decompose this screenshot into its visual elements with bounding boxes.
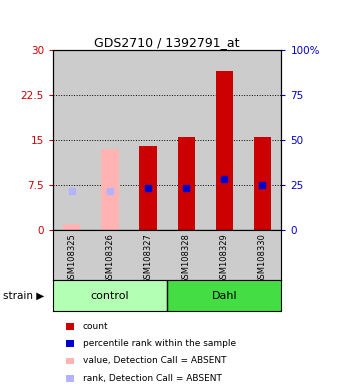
Bar [53, 280, 167, 311]
Bar [139, 146, 157, 230]
Text: Dahl: Dahl [211, 291, 237, 301]
Text: GSM108326: GSM108326 [105, 233, 115, 284]
Text: GSM108327: GSM108327 [144, 233, 152, 284]
Text: value, Detection Call = ABSENT: value, Detection Call = ABSENT [83, 356, 226, 366]
Title: GDS2710 / 1392791_at: GDS2710 / 1392791_at [94, 36, 240, 49]
Bar [91, 50, 129, 230]
Bar [254, 137, 271, 230]
Text: GSM108330: GSM108330 [258, 233, 267, 284]
Bar [63, 224, 80, 230]
Bar [129, 50, 167, 230]
Bar [243, 50, 281, 230]
Text: count: count [83, 322, 108, 331]
Bar [178, 137, 195, 230]
Text: GSM108328: GSM108328 [182, 233, 191, 284]
Text: percentile rank within the sample: percentile rank within the sample [83, 339, 236, 348]
Text: control: control [91, 291, 129, 301]
Text: rank, Detection Call = ABSENT: rank, Detection Call = ABSENT [83, 374, 221, 383]
Bar [216, 71, 233, 230]
Text: GSM108325: GSM108325 [68, 233, 76, 284]
Bar [101, 149, 119, 230]
Bar [53, 50, 91, 230]
Bar [205, 50, 243, 230]
Text: strain ▶: strain ▶ [3, 291, 45, 301]
Bar [167, 50, 205, 230]
Text: GSM108329: GSM108329 [220, 233, 229, 284]
Bar [167, 280, 281, 311]
